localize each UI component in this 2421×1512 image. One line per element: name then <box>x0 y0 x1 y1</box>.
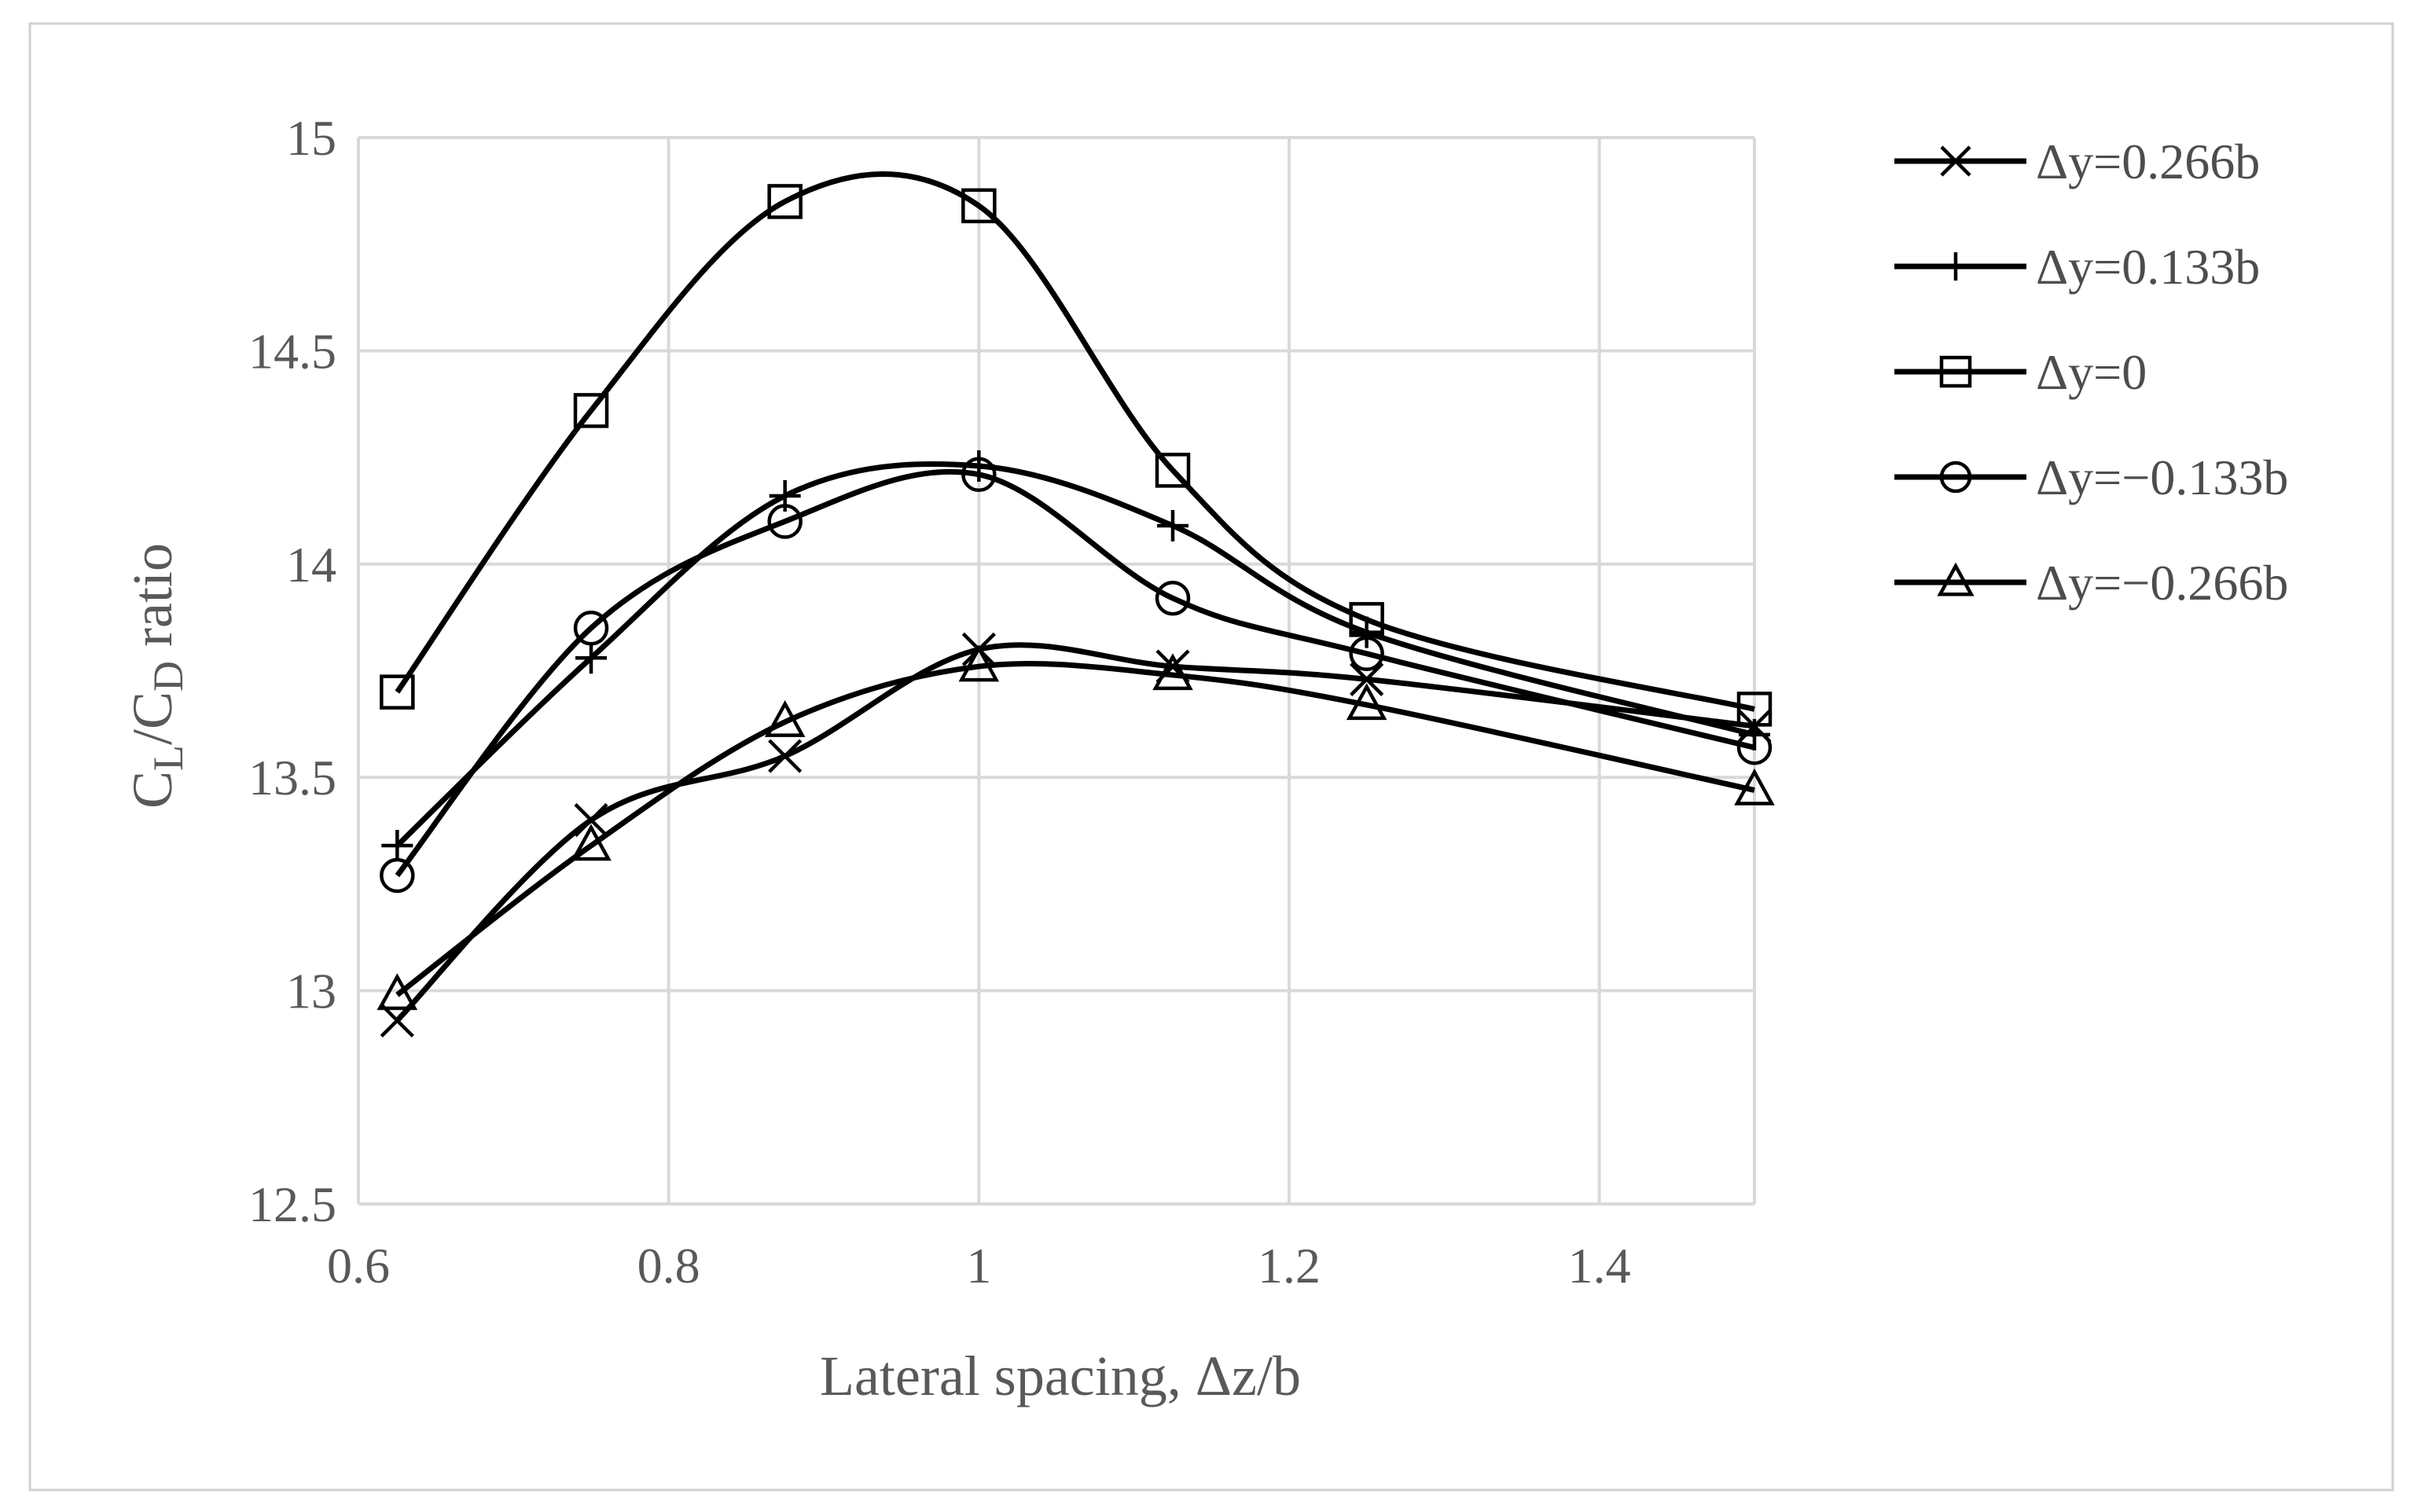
data-point-square <box>767 184 803 219</box>
data-point-triangle <box>958 644 1000 682</box>
y-axis-title: CL/CD ratio <box>121 543 192 809</box>
data-point-x <box>574 802 608 838</box>
legend-label: Δy=0.133b <box>2036 239 2260 295</box>
data-point-triangle <box>1152 653 1193 691</box>
data-point-triangle <box>571 824 612 861</box>
series-line <box>395 660 1755 997</box>
data-point-circle <box>1155 580 1191 616</box>
series-line <box>395 171 1755 712</box>
data-point-circle <box>573 610 609 646</box>
data-point-square <box>1939 355 1972 388</box>
data-point-circle <box>767 504 803 539</box>
data-point-square <box>1155 453 1191 488</box>
data-point-circle <box>1736 729 1773 765</box>
legend: Δy=0.266b Δy=0.133b Δy=0 Δy=−0.133b Δy=−0.26… <box>1894 134 2288 611</box>
x-axis: 0.6 0.8 1 1.2 1.4 <box>327 1238 1631 1294</box>
plot-area <box>377 171 1775 1038</box>
data-point-square <box>573 393 609 428</box>
y-tick-label: 14.5 <box>248 323 336 379</box>
chart-frame <box>28 22 2394 1492</box>
data-point-circle <box>380 857 415 894</box>
series-1 <box>380 632 1772 1038</box>
data-point-x <box>1940 145 1971 177</box>
data-point-circle <box>1939 461 1972 494</box>
x-tick-label: 1.4 <box>1568 1238 1631 1294</box>
y-tick-label: 13.5 <box>248 750 336 806</box>
y-tick-label: 14 <box>286 537 336 593</box>
legend-label: Δy=0 <box>2036 344 2147 400</box>
data-point-plus <box>381 830 413 862</box>
series-5 <box>377 644 1775 1011</box>
y-tick-label: 15 <box>286 110 336 166</box>
data-point-square <box>1349 602 1384 637</box>
grid <box>357 136 1756 1206</box>
legend-label: Δy=−0.133b <box>2036 450 2288 505</box>
data-point-x <box>1350 662 1384 696</box>
x-axis-title: Lateral spacing, Δz/b <box>820 1345 1301 1407</box>
x-tick-label: 1.2 <box>1258 1238 1321 1294</box>
y-axis: 12.5 13 13.5 14 14.5 15 <box>248 110 336 1232</box>
data-point-square <box>380 674 415 710</box>
y-tick-label: 13 <box>286 963 336 1019</box>
series-2 <box>381 450 1770 862</box>
legend-label: Δy=0.266b <box>2036 134 2260 189</box>
legend-item: Δy=0.133b <box>1894 239 2260 295</box>
data-point-plus <box>575 642 607 674</box>
series-3 <box>380 171 1773 727</box>
y-tick-label: 12.5 <box>248 1176 336 1232</box>
data-point-x <box>768 739 803 773</box>
x-tick-label: 0.6 <box>327 1238 390 1294</box>
legend-item: Δy=0.266b <box>1894 134 2260 189</box>
data-point-triangle <box>377 973 418 1011</box>
data-point-triangle <box>1937 562 1975 596</box>
legend-item: Δy=−0.133b <box>1894 450 2288 505</box>
legend-item: Δy=−0.266b <box>1894 555 2288 611</box>
data-point-square <box>1736 692 1773 727</box>
series-4 <box>380 457 1773 894</box>
data-point-plus <box>1157 509 1188 541</box>
x-tick-label: 1 <box>966 1238 991 1294</box>
x-tick-label: 0.8 <box>637 1238 700 1294</box>
legend-label: Δy=−0.266b <box>2036 555 2288 611</box>
data-point-square <box>961 188 997 224</box>
legend-item: Δy=0 <box>1894 344 2147 400</box>
data-point-triangle <box>764 699 806 737</box>
data-point-circle <box>1349 636 1384 672</box>
data-point-circle <box>961 457 997 493</box>
series-line <box>395 461 1755 848</box>
data-point-plus <box>1942 252 1970 281</box>
data-point-triangle <box>1734 768 1775 806</box>
data-point-triangle <box>1346 683 1387 721</box>
